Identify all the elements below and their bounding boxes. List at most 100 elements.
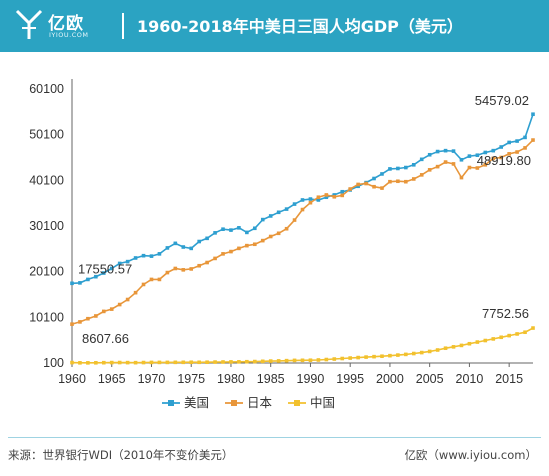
- data-point: [165, 360, 170, 365]
- x-tick-label: 1975: [177, 372, 205, 386]
- x-tick-label: 1995: [336, 372, 364, 386]
- data-point: [125, 297, 130, 302]
- y-tick-label: 10100: [29, 310, 64, 324]
- data-label-china-end: 7752.56: [482, 306, 529, 321]
- data-point: [491, 156, 496, 161]
- data-point: [221, 252, 225, 256]
- data-point: [189, 360, 194, 365]
- data-point: [419, 350, 424, 355]
- data-point: [364, 181, 368, 186]
- data-point: [165, 246, 170, 250]
- series-line-2: [71, 327, 534, 364]
- data-point: [221, 360, 225, 364]
- data-point: [149, 360, 154, 365]
- data-point: [372, 176, 376, 181]
- data-point: [173, 266, 178, 271]
- data-point: [276, 231, 281, 236]
- x-tick-label: 1960: [58, 372, 86, 386]
- data-point: [189, 267, 194, 271]
- data-point: [141, 253, 146, 258]
- data-point: [70, 281, 74, 286]
- data-point: [253, 242, 257, 247]
- data-point: [157, 277, 162, 282]
- data-point: [491, 148, 496, 153]
- data-point: [475, 153, 480, 158]
- data-point: [356, 182, 360, 187]
- data-point: [459, 343, 464, 348]
- data-point: [348, 187, 352, 191]
- data-point: [404, 352, 408, 357]
- data-point: [531, 138, 535, 142]
- data-point: [125, 259, 130, 264]
- data-point: [78, 361, 82, 365]
- data-point: [324, 195, 329, 200]
- data-point: [507, 333, 511, 338]
- data-point: [213, 360, 217, 364]
- data-point: [86, 277, 90, 282]
- data-point: [515, 332, 519, 336]
- data-point: [268, 234, 273, 239]
- data-point: [78, 320, 82, 324]
- data-point: [94, 360, 98, 365]
- data-point: [332, 357, 337, 361]
- data-point: [396, 179, 400, 184]
- data-point: [404, 165, 408, 170]
- data-point: [499, 335, 504, 340]
- data-point: [443, 160, 448, 164]
- data-point: [284, 358, 289, 363]
- data-point: [531, 112, 535, 117]
- data-point: [133, 290, 138, 295]
- legend-swatch-marker: [168, 400, 174, 406]
- data-point: [467, 341, 472, 346]
- data-point: [515, 150, 519, 154]
- data-point: [229, 249, 233, 254]
- data-point: [372, 184, 376, 189]
- data-point: [507, 152, 511, 156]
- data-point: [157, 360, 162, 365]
- data-point: [300, 198, 305, 202]
- data-point: [292, 218, 297, 222]
- data-point: [483, 163, 488, 167]
- header-divider: [122, 13, 124, 39]
- data-point: [237, 246, 241, 251]
- data-point: [86, 361, 90, 365]
- data-point: [205, 236, 209, 241]
- yiou-logo-icon: [15, 9, 43, 39]
- data-point: [94, 274, 98, 279]
- data-point: [197, 239, 201, 244]
- data-point: [276, 210, 281, 215]
- data-point: [101, 309, 106, 314]
- data-point: [165, 270, 170, 275]
- data-point: [253, 226, 257, 231]
- data-point: [197, 360, 201, 365]
- legend-label: 美国: [184, 395, 209, 410]
- data-point: [523, 146, 527, 150]
- data-label-japan-start: 8607.66: [82, 331, 129, 346]
- data-point: [260, 238, 265, 243]
- data-point: [213, 231, 217, 235]
- y-tick-label: 40100: [29, 173, 64, 187]
- x-tick-label: 2010: [456, 372, 484, 386]
- data-point: [117, 261, 122, 266]
- data-point: [332, 194, 337, 199]
- data-point: [340, 189, 345, 194]
- data-point: [149, 277, 154, 282]
- data-point: [268, 214, 273, 218]
- data-point: [396, 353, 400, 357]
- x-tick-label: 1970: [138, 372, 166, 386]
- data-point: [141, 360, 146, 365]
- data-point: [451, 345, 456, 349]
- data-point: [396, 166, 400, 171]
- chart-title: 1960-2018年中美日三国人均GDP（美元）: [137, 17, 463, 36]
- data-point: [459, 157, 464, 162]
- x-tick-label: 1965: [98, 372, 126, 386]
- data-point: [324, 193, 329, 197]
- data-point: [316, 358, 321, 362]
- line-chart: 100 10100 20100 30100 40100 50100 60100 1960 196…: [29, 79, 535, 410]
- data-point: [133, 256, 138, 260]
- x-tick-label: 1985: [257, 372, 285, 386]
- data-point: [229, 228, 233, 232]
- data-point: [475, 166, 480, 170]
- data-point: [237, 360, 241, 364]
- data-point: [125, 360, 130, 365]
